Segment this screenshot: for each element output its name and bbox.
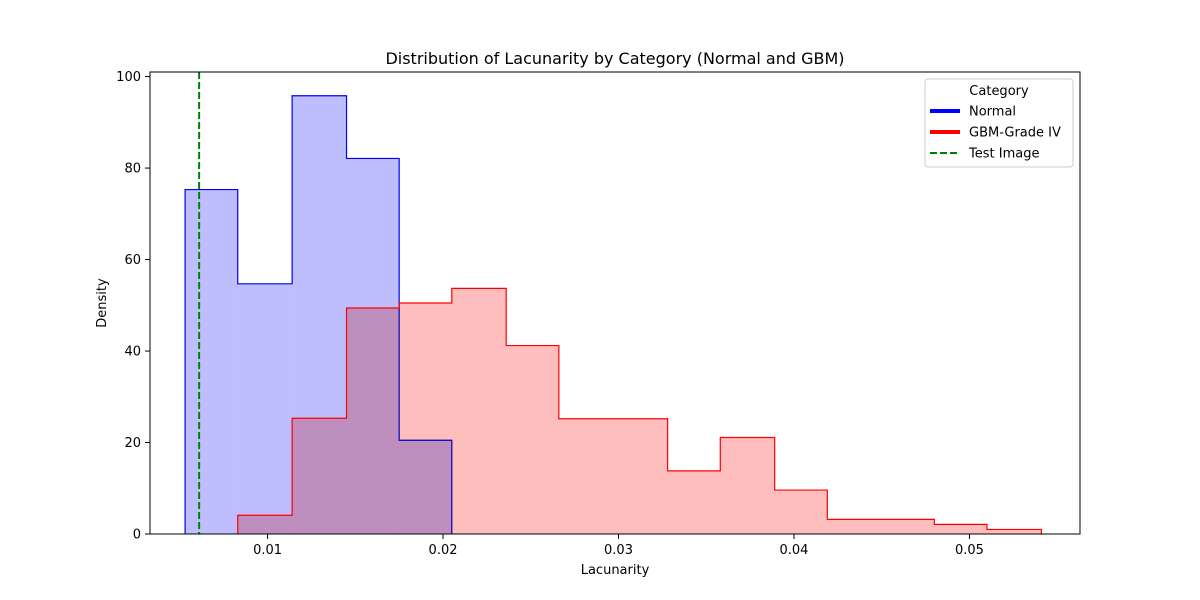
x-axis-ticks: 0.01 0.02 0.03 0.04 0.05 <box>253 534 984 558</box>
series-gbm <box>237 287 1042 534</box>
legend-entry: GBM-Grade IV <box>930 126 1061 141</box>
histogram-bar <box>827 519 935 534</box>
legend-label: GBM-Grade IV <box>969 126 1061 141</box>
histogram-bar <box>613 418 668 534</box>
histogram-bar <box>346 308 400 534</box>
x-tick-label: 0.05 <box>955 543 984 558</box>
legend-box <box>924 78 1074 168</box>
histogram-bar <box>667 470 721 534</box>
x-tick-label: 0.03 <box>604 543 633 558</box>
histogram-bar <box>237 515 293 534</box>
histogram-bar <box>292 418 347 534</box>
legend-entries: Normal GBM-Grade IV Test Image <box>930 105 1061 162</box>
histogram-bar <box>237 283 293 534</box>
histogram-bar <box>451 288 507 534</box>
x-axis-label: Lacunarity <box>581 563 650 578</box>
legend-label: Test Image <box>968 147 1039 162</box>
x-tick-label: 0.02 <box>429 543 458 558</box>
legend-title: Category <box>969 84 1029 99</box>
histogram-bar <box>720 437 775 534</box>
y-axis-ticks: 0 20 40 60 80 100 <box>116 70 150 543</box>
plot-frame <box>149 71 1081 535</box>
histogram-layer <box>184 95 1042 535</box>
histogram-bar <box>774 490 828 534</box>
legend: Category Normal GBM-Grade IV Test Image <box>924 78 1074 168</box>
histogram-bar <box>506 345 559 534</box>
legend-label: Normal <box>969 105 1016 120</box>
histogram-outline <box>237 287 1042 534</box>
chart-title: Distribution of Lacunarity by Category (… <box>385 49 844 68</box>
histogram-bar <box>185 189 238 534</box>
legend-entry: Test Image <box>930 147 1039 162</box>
x-tick-label: 0.04 <box>780 543 809 558</box>
y-tick-label: 80 <box>124 162 141 177</box>
histogram-bar <box>934 524 987 534</box>
x-tick-label: 0.01 <box>253 543 282 558</box>
y-tick-label: 100 <box>116 70 141 85</box>
y-tick-label: 60 <box>124 253 141 268</box>
y-axis-label: Density <box>95 278 110 328</box>
histogram-bar <box>399 303 452 534</box>
legend-entry: Normal <box>930 105 1016 120</box>
y-tick-label: 20 <box>124 436 141 451</box>
y-tick-label: 0 <box>133 528 141 543</box>
histogram-bar <box>558 418 614 534</box>
histogram-bar <box>987 529 1042 534</box>
y-tick-label: 40 <box>124 345 141 360</box>
